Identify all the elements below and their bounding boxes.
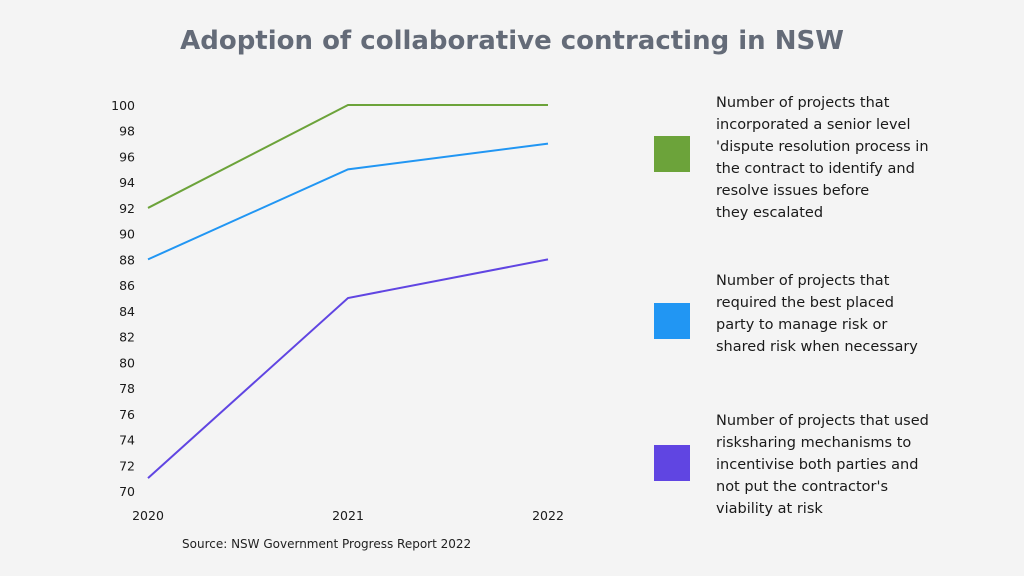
- source-note: Source: NSW Government Progress Report 2…: [182, 537, 472, 551]
- legend-swatch-purple: [654, 445, 690, 481]
- x-tick-label: 2020: [132, 508, 164, 523]
- chart-title: Adoption of collaborative contracting in…: [180, 26, 844, 56]
- legend-label-green: Number of projects that incorporated a s…: [716, 95, 929, 221]
- y-tick-label: 90: [119, 227, 135, 242]
- y-tick-label: 98: [119, 124, 135, 139]
- series-line-2: [147, 258, 549, 479]
- y-tick-label: 74: [119, 433, 135, 448]
- y-tick-label: 94: [119, 175, 135, 190]
- y-tick-label: 82: [119, 330, 135, 345]
- series-line-0: [147, 104, 548, 209]
- x-tick-label: 2022: [532, 508, 564, 523]
- y-tick-label: 78: [119, 381, 135, 396]
- y-tick-label: 76: [119, 407, 135, 422]
- legend-label-purple: Number of projects that used risksharing…: [716, 413, 929, 517]
- y-tick-label: 80: [119, 355, 135, 370]
- series-line-1: [147, 142, 549, 261]
- y-tick-label: 84: [119, 304, 135, 319]
- legend-swatch-blue: [654, 303, 690, 339]
- legend-label-blue: Number of projects that required the bes…: [716, 273, 918, 355]
- y-tick-label: 100: [111, 98, 135, 113]
- y-tick-label: 92: [119, 201, 135, 216]
- legend-swatch-green: [654, 136, 690, 172]
- y-tick-label: 72: [119, 458, 135, 473]
- y-tick-label: 88: [119, 252, 135, 267]
- y-tick-label: 96: [119, 149, 135, 164]
- x-tick-label: 2021: [332, 508, 364, 523]
- y-tick-label: 70: [119, 484, 135, 499]
- y-tick-label: 86: [119, 278, 135, 293]
